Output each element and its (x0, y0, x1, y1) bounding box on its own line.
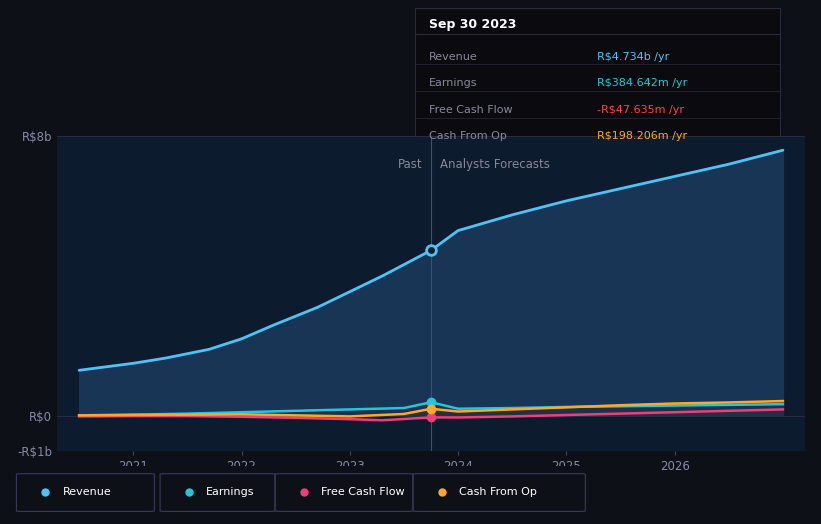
Text: Analysts Forecasts: Analysts Forecasts (440, 158, 549, 171)
Text: Earnings: Earnings (429, 79, 478, 89)
Text: R$4.734b /yr: R$4.734b /yr (598, 51, 670, 61)
Text: -R$47.635m /yr: -R$47.635m /yr (598, 105, 684, 115)
Text: R$198.206m /yr: R$198.206m /yr (598, 131, 687, 141)
Text: R$384.642m /yr: R$384.642m /yr (598, 79, 687, 89)
Text: Free Cash Flow: Free Cash Flow (429, 105, 513, 115)
Text: Cash From Op: Cash From Op (429, 131, 507, 141)
Text: Cash From Op: Cash From Op (459, 486, 537, 497)
Text: Free Cash Flow: Free Cash Flow (321, 486, 405, 497)
Text: Revenue: Revenue (62, 486, 111, 497)
Text: Revenue: Revenue (429, 51, 478, 61)
Text: Earnings: Earnings (206, 486, 255, 497)
Text: Past: Past (397, 158, 422, 171)
Text: Sep 30 2023: Sep 30 2023 (429, 18, 516, 31)
